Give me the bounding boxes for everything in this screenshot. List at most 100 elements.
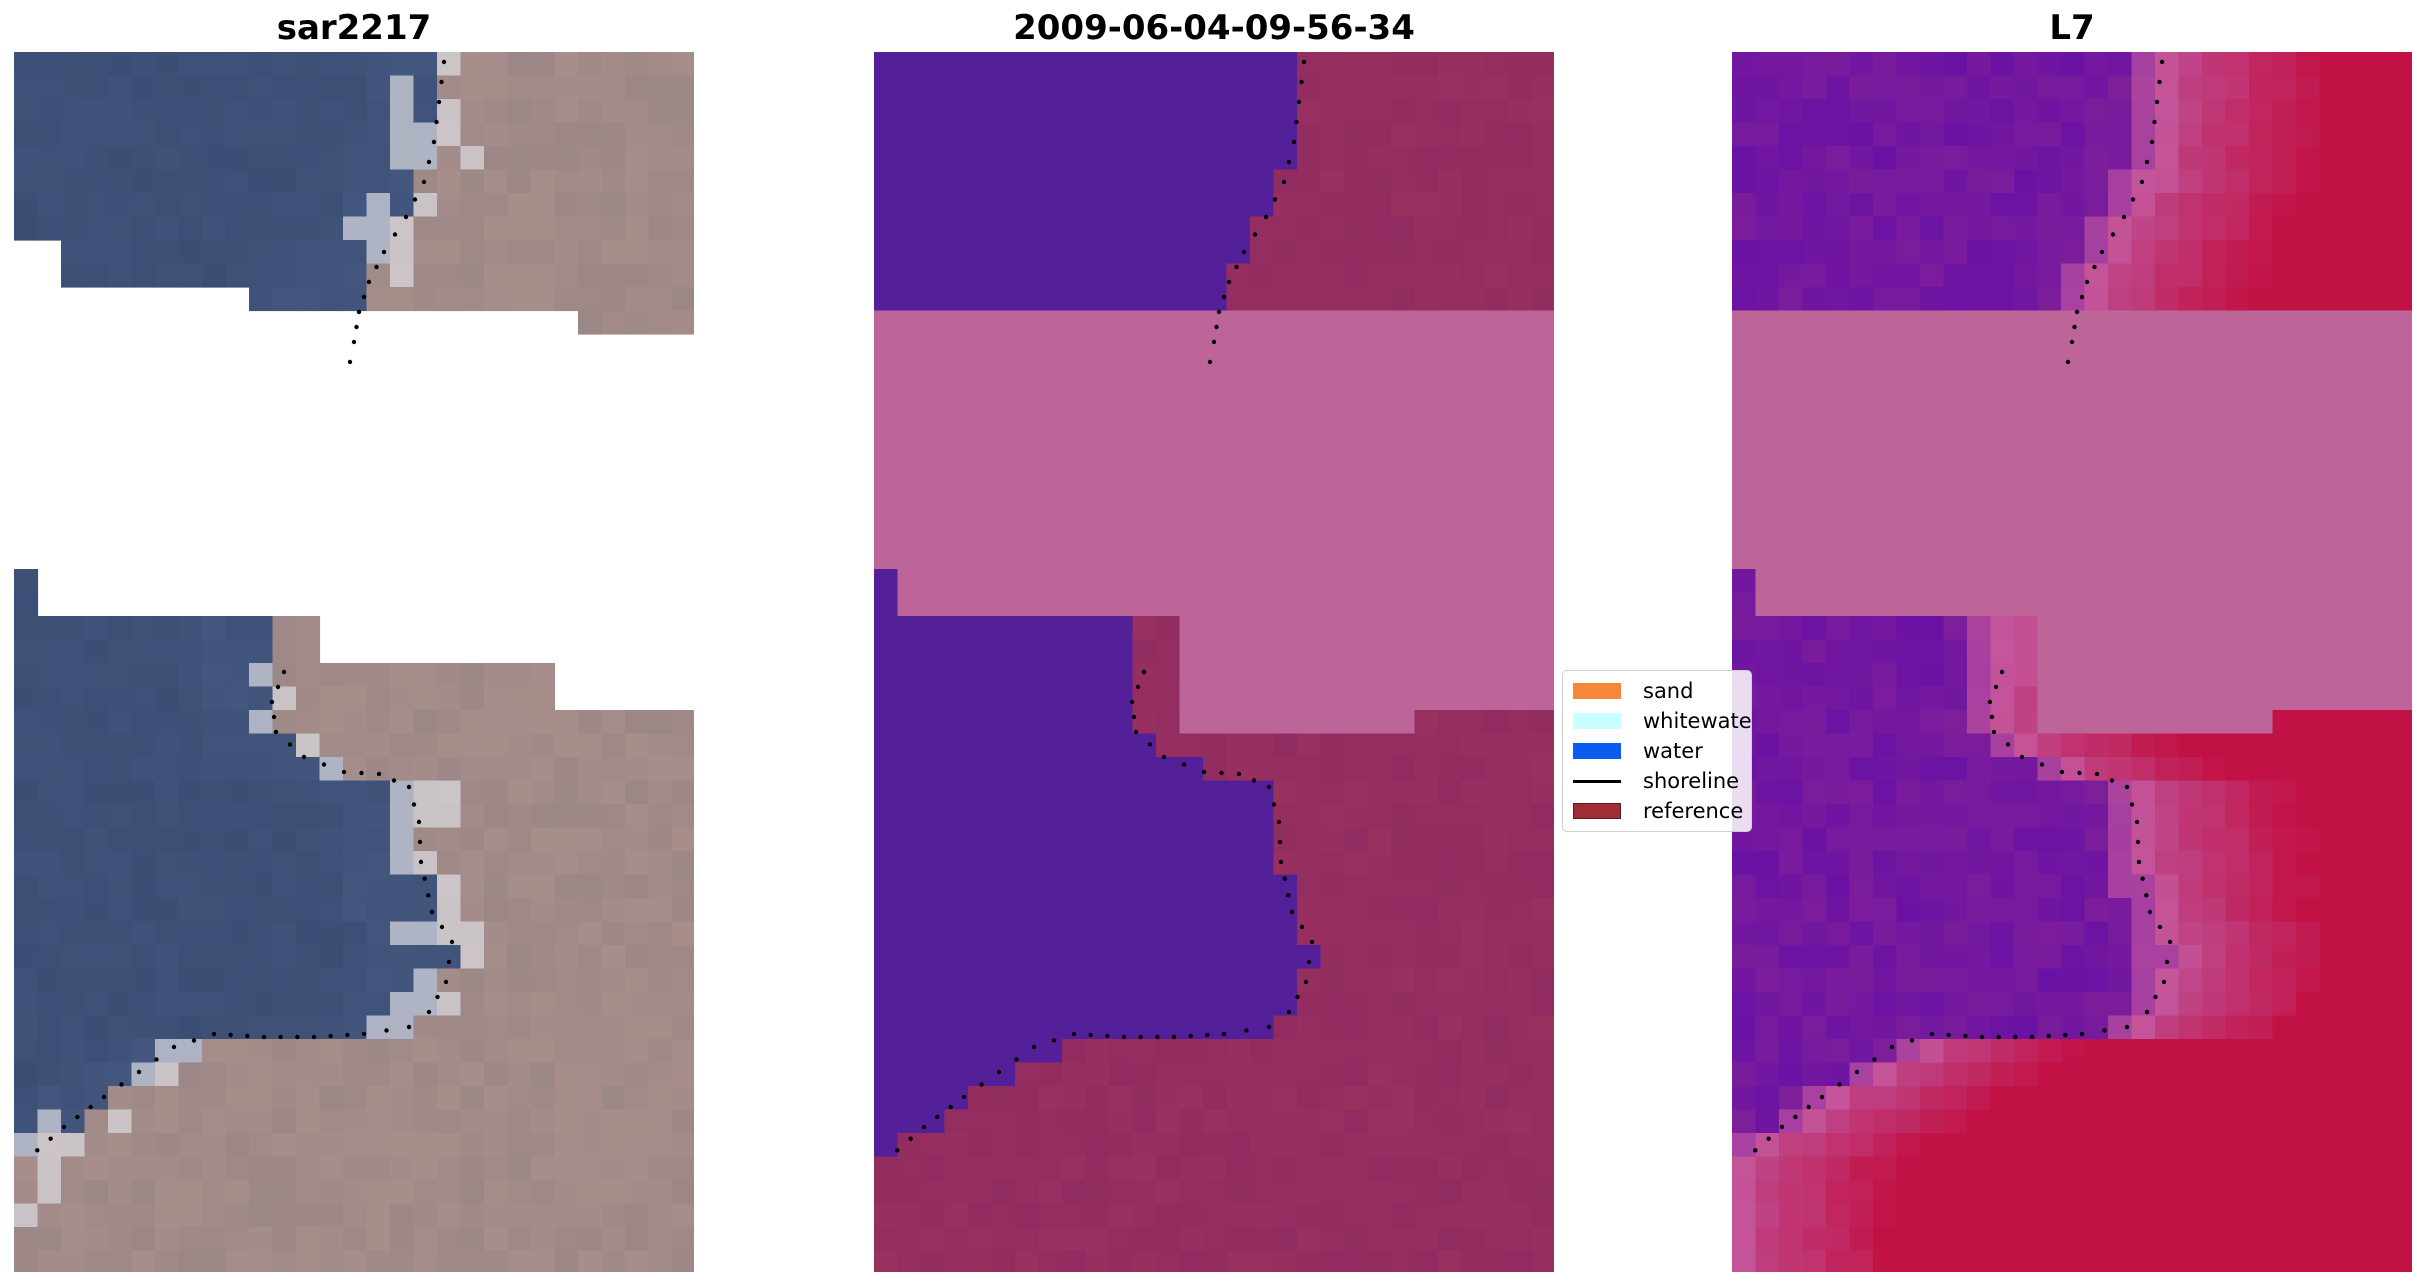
shoreline-point [1251, 778, 1257, 783]
shoreline-point [1014, 1057, 1019, 1062]
shoreline-point [2092, 264, 2097, 270]
shoreline-point [35, 1148, 40, 1153]
shoreline-point [356, 309, 362, 315]
shoreline-point [1161, 754, 1167, 760]
shoreline-point [1753, 1148, 1758, 1153]
shoreline-point [2059, 769, 2065, 775]
shoreline-point [2144, 159, 2150, 165]
shoreline-point [417, 839, 423, 845]
shoreline-point [1214, 324, 1219, 330]
shoreline-point [1051, 1038, 1057, 1043]
legend-label-whitewater: whitewater [1643, 709, 1752, 733]
shoreline-point [376, 771, 382, 777]
shoreline-point [436, 99, 442, 105]
legend-item-whitewater: whitewater [1573, 707, 1752, 735]
shoreline-point [1299, 79, 1304, 85]
shoreline-point [2140, 876, 2145, 881]
shoreline-point [1105, 1033, 1110, 1039]
shoreline-point [1299, 924, 1305, 930]
shoreline-point [895, 1148, 900, 1153]
shoreline-point [1963, 1033, 1968, 1039]
shoreline-point [1226, 279, 1232, 285]
shoreline-point [1979, 1034, 1985, 1040]
shoreline-point [2144, 1009, 2150, 1015]
shoreline-point [269, 699, 275, 705]
shoreline-point [1133, 729, 1139, 735]
shoreline-point [311, 1034, 317, 1040]
shoreline-point [1205, 1032, 1210, 1038]
shoreline-point [1234, 264, 1239, 270]
classified-image-panel [874, 52, 1554, 1272]
shoreline-point [119, 1082, 124, 1087]
shoreline-point [361, 294, 367, 300]
shoreline-point [1216, 309, 1222, 315]
shoreline-point [2094, 771, 2100, 777]
shoreline-point [1271, 802, 1277, 807]
shoreline-point [1987, 699, 1993, 705]
shoreline-point [1121, 1034, 1127, 1040]
shoreline-point [2153, 994, 2158, 1000]
shoreline-point [2069, 339, 2075, 345]
shoreline-point [935, 1114, 940, 1120]
shoreline-point [2074, 309, 2080, 315]
shoreline-point [361, 1031, 367, 1037]
shoreline-point [2029, 1034, 2035, 1040]
shoreline-point [381, 249, 387, 255]
shoreline-point [1241, 249, 1247, 255]
shoreline-point [1296, 99, 1302, 105]
shoreline-point [2164, 959, 2170, 965]
shoreline-point [321, 762, 327, 767]
shoreline-point [1211, 339, 1217, 345]
shoreline-point [1181, 762, 1187, 767]
shoreline-point [948, 1104, 953, 1110]
shoreline-point [2167, 939, 2173, 945]
rgb-image-panel [14, 52, 694, 1272]
shoreline-point [411, 802, 417, 807]
shoreline-point [1282, 876, 1287, 881]
shoreline-point [2110, 232, 2116, 237]
shoreline-point [908, 1136, 913, 1141]
panel-title-classified: 2009-06-04-09-56-34 [1013, 8, 1415, 48]
shoreline-point [418, 859, 424, 865]
shoreline-point [2077, 770, 2082, 776]
shoreline-point [278, 1034, 283, 1040]
water-swatch [1573, 743, 1621, 759]
shoreline-point [2159, 59, 2165, 65]
shoreline-point [439, 924, 445, 930]
shoreline-point [431, 139, 437, 145]
shoreline-point [1219, 770, 1224, 776]
shoreline-point [271, 714, 277, 720]
shoreline-point [211, 1031, 217, 1037]
shoreline-point [921, 1124, 927, 1130]
shoreline-point [2102, 1028, 2107, 1033]
shoreline-point [426, 893, 431, 898]
shoreline-point [2084, 279, 2090, 285]
shoreline-point [2109, 778, 2115, 783]
shoreline-point [1263, 214, 1269, 220]
shoreline-point [354, 324, 359, 330]
shoreline-point [441, 59, 447, 65]
shoreline-point [281, 669, 287, 675]
shoreline-point [1286, 159, 1292, 165]
shoreline-point [2124, 1024, 2130, 1030]
shoreline-point [2005, 742, 2011, 747]
shoreline-point [2013, 1034, 2018, 1040]
shoreline-point [426, 1009, 432, 1015]
shoreline-point [2129, 802, 2135, 807]
shoreline-point [171, 1044, 177, 1050]
shoreline-point [1766, 1136, 1771, 1141]
shoreline-point [88, 1104, 93, 1110]
shoreline-point [2124, 784, 2130, 790]
legend-item-water: water [1573, 737, 1703, 765]
shoreline-point [1171, 1034, 1177, 1040]
shoreline-point [1301, 59, 1307, 65]
shoreline-point [1819, 1094, 1825, 1100]
shoreline-point [421, 179, 427, 185]
shoreline-point [406, 1024, 412, 1030]
classification-legend: sand whitewater water shoreline referenc… [1562, 670, 1752, 832]
shoreline-point [1221, 294, 1227, 300]
shoreline-point [341, 769, 347, 775]
shoreline-point [1071, 1031, 1077, 1037]
shoreline-point [443, 979, 449, 985]
shoreline-point [449, 939, 455, 945]
